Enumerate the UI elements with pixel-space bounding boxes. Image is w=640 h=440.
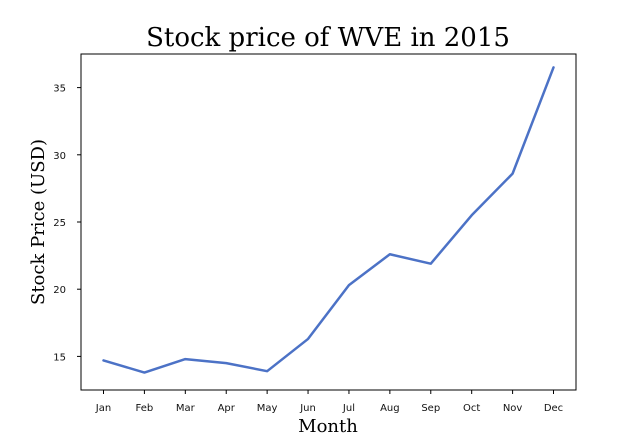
y-tick-label: 20 [53, 285, 66, 296]
x-tick-label: Oct [463, 403, 480, 414]
x-tick-label: Dec [544, 403, 563, 414]
x-axis-ticks: Jan Feb Mar Apr May Jun Jul Aug Sep Oct Nov Dec [95, 390, 563, 414]
x-tick-label: Jun [299, 403, 316, 414]
x-tick-label: Sep [421, 403, 440, 414]
y-axis-ticks: 15 20 25 30 35 [53, 84, 81, 363]
y-tick-label: 35 [53, 84, 66, 95]
x-tick-label: Feb [136, 403, 154, 414]
x-tick-label: Jul [342, 403, 355, 414]
plot-area: 15 20 25 30 35 Jan Feb Mar Apr May Jun Jul Aug Sep Oc… [53, 53, 577, 414]
y-tick-label: 25 [53, 218, 66, 229]
stock-price-series-line [102, 66, 555, 374]
x-tick-label: Nov [503, 403, 523, 414]
x-axis-label: Month [298, 416, 358, 437]
y-axis-label: Stock Price (USD) [28, 139, 49, 305]
x-tick-label: May [257, 403, 278, 414]
plot-frame [80, 53, 577, 391]
y-tick-label: 30 [53, 151, 66, 162]
x-tick-label: Apr [218, 403, 236, 414]
x-tick-label: Jan [95, 403, 111, 414]
series-points [103, 67, 553, 372]
y-tick-label: 15 [53, 352, 66, 363]
x-tick-label: Aug [380, 403, 400, 414]
chart-title: Stock price of WVE in 2015 [146, 23, 510, 53]
x-tick-label: Mar [176, 403, 196, 414]
